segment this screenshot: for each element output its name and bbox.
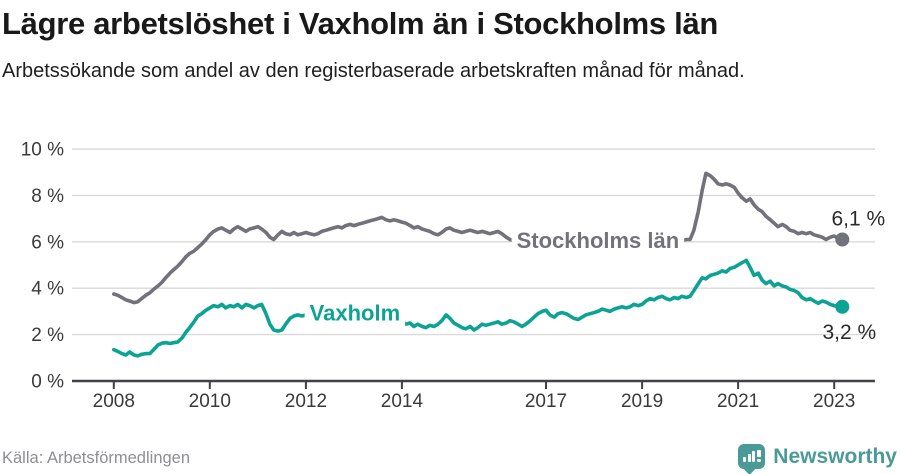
series-end-dot-vaxholm xyxy=(835,299,850,314)
x-axis-tick-label: 2021 xyxy=(717,391,759,412)
y-axis-tick-label: 0 % xyxy=(31,372,64,393)
chart-subtitle: Arbetssökande som andel av den registerb… xyxy=(2,60,745,82)
newsworthy-logo-text: Newsworthy xyxy=(773,444,897,468)
series-label-stockholms-l-n: Stockholms län xyxy=(517,228,680,253)
exclamation-icon xyxy=(757,458,761,462)
x-axis-tick-label: 2014 xyxy=(381,391,424,412)
exclamation-icon xyxy=(757,450,761,457)
series-label-background xyxy=(304,299,406,327)
series-end-value-label-stockholms-l-n: 6,1 % xyxy=(831,208,885,231)
y-axis-tick-label: 6 % xyxy=(31,232,64,253)
series-line-vaxholm xyxy=(112,258,845,358)
series-line-stockholms-l-n xyxy=(112,171,845,305)
bar-chart-icon xyxy=(747,454,751,462)
newsworthy-icon xyxy=(738,444,766,469)
x-axis-tick-label: 2023 xyxy=(813,391,855,412)
x-axis-tick-label: 2019 xyxy=(621,391,663,412)
series-end-value-label-vaxholm: 3,2 % xyxy=(822,321,876,344)
x-axis-tick-label: 2010 xyxy=(189,391,231,412)
x-axis-tick-label: 2017 xyxy=(525,391,567,412)
bar-chart-icon xyxy=(752,451,756,462)
x-axis-tick-label: 2008 xyxy=(93,391,135,412)
y-axis-tick-label: 8 % xyxy=(31,186,64,207)
series-end-dot-stockholms-l-n xyxy=(835,232,850,247)
x-axis-tick-label: 2012 xyxy=(285,391,327,412)
source-note: Källa: Arbetsförmedlingen xyxy=(2,449,191,467)
y-axis-tick-label: 10 % xyxy=(21,140,64,161)
y-axis-tick-label: 4 % xyxy=(31,279,64,300)
bar-chart-icon xyxy=(743,457,747,462)
series-label-vaxholm: Vaxholm xyxy=(310,301,400,326)
chart-title: Lägre arbetslöshet i Vaxholm än i Stockh… xyxy=(2,6,719,41)
series-label-background xyxy=(511,227,685,255)
newsworthy-logo[interactable]: Newsworthy xyxy=(738,444,897,469)
y-axis-tick-label: 2 % xyxy=(31,325,64,346)
